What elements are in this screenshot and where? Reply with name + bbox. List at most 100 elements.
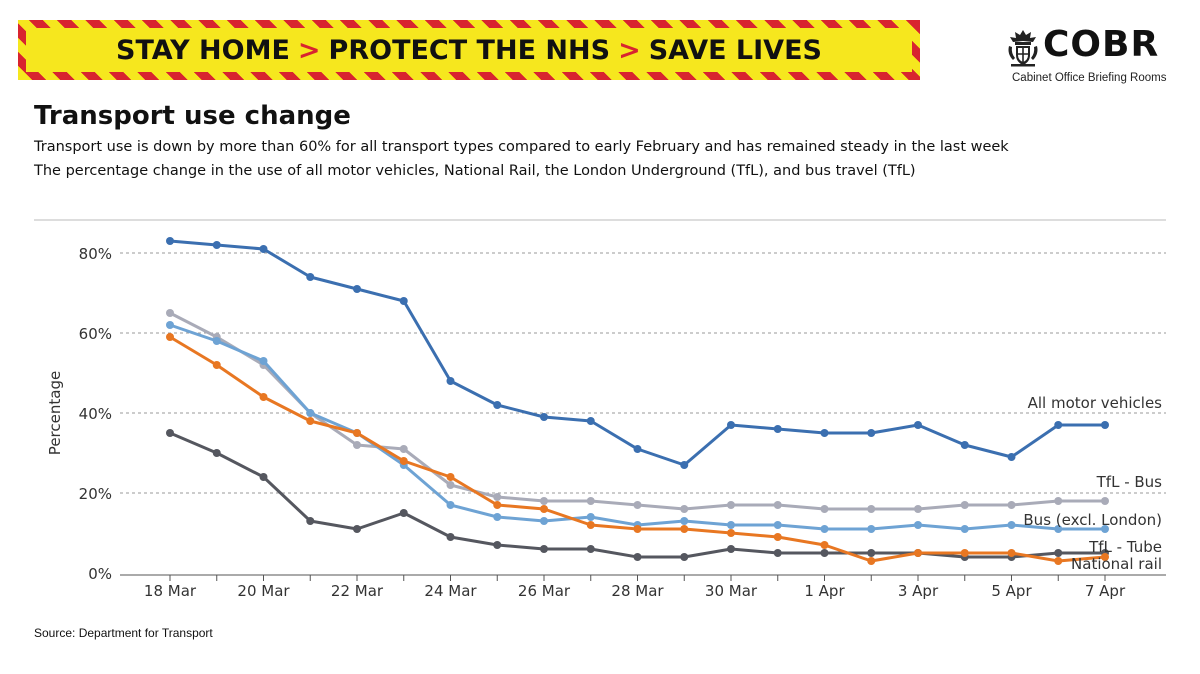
data-point	[540, 517, 548, 525]
data-point	[306, 273, 315, 281]
x-tick-label: 20 Mar	[237, 582, 290, 600]
logo-name: COBR	[1043, 24, 1160, 65]
royal-crest-icon	[1008, 30, 1038, 67]
series-label: All motor vehicles	[1028, 394, 1163, 412]
data-point	[727, 529, 735, 537]
data-point	[820, 429, 829, 437]
data-point	[820, 549, 829, 557]
x-tick-label: 3 Apr	[898, 582, 939, 600]
y-tick-label: 0%	[88, 565, 112, 583]
data-point	[166, 333, 174, 341]
data-point	[1054, 549, 1063, 557]
data-point	[820, 541, 829, 549]
data-point	[1101, 497, 1109, 505]
series-label: TfL - Bus	[1096, 473, 1163, 491]
slogan-save-lives: SAVE LIVES	[648, 34, 822, 66]
y-tick-label: 40%	[79, 405, 112, 423]
data-point	[820, 525, 829, 533]
data-point	[306, 417, 315, 425]
series-label: National rail	[1071, 555, 1162, 573]
data-point	[586, 521, 595, 529]
x-tick-label: 26 Mar	[518, 582, 571, 600]
data-point	[259, 245, 268, 253]
logo-subtitle: Cabinet Office Briefing Rooms	[1012, 72, 1167, 84]
data-point	[914, 549, 922, 557]
data-point	[540, 413, 548, 421]
data-point	[867, 549, 876, 557]
data-point	[166, 237, 174, 245]
data-point	[212, 449, 221, 457]
slogan-stay-home: STAY HOME	[116, 34, 290, 66]
data-point	[960, 501, 969, 509]
data-point	[166, 309, 174, 317]
x-tick-label: 18 Mar	[144, 582, 197, 600]
data-point	[680, 505, 689, 513]
data-point	[259, 473, 268, 481]
data-point	[914, 421, 922, 429]
data-point	[727, 501, 735, 509]
data-point	[867, 429, 876, 437]
x-tick-label: 1 Apr	[804, 582, 845, 600]
slogan-banner: STAY HOME > PROTECT THE NHS > SAVE LIVES	[18, 20, 920, 80]
data-point	[773, 533, 782, 541]
data-point	[353, 441, 361, 449]
data-point	[306, 517, 315, 525]
data-point	[446, 481, 455, 489]
data-point	[960, 525, 969, 533]
data-point	[727, 421, 735, 429]
chart-title: Transport use change	[34, 101, 351, 131]
transport-line-chart: 0% 20% 40% 60% 80% Percentage 18 Mar 20 Mar 22 M…	[34, 219, 1166, 600]
data-point	[493, 493, 502, 501]
data-point	[727, 521, 735, 529]
data-point	[960, 441, 969, 449]
data-point	[586, 513, 595, 521]
data-point	[773, 501, 782, 509]
data-point	[914, 521, 922, 529]
data-point	[633, 501, 642, 509]
data-point	[493, 501, 502, 509]
data-point	[680, 517, 689, 525]
data-point	[212, 337, 221, 345]
data-point	[867, 525, 876, 533]
x-tick-label: 7 Apr	[1085, 582, 1126, 600]
slogan-separator-1: >	[297, 34, 321, 66]
slogan-protect-nhs: PROTECT THE NHS	[328, 34, 611, 66]
data-point	[1054, 421, 1063, 429]
data-point	[820, 505, 829, 513]
x-tick-label: 24 Mar	[424, 582, 477, 600]
chart-subtitle-2: The percentage change in the use of all …	[34, 163, 916, 179]
data-point	[540, 497, 548, 505]
x-tick-label: 5 Apr	[991, 582, 1032, 600]
data-point	[1101, 421, 1109, 429]
data-point	[493, 541, 502, 549]
data-point	[212, 361, 221, 369]
data-point	[259, 357, 268, 365]
cobr-logo: COBR Cabinet Office Briefing Rooms	[1003, 24, 1183, 88]
data-point	[633, 525, 642, 533]
data-point	[353, 525, 361, 533]
data-point	[680, 461, 689, 469]
x-tick-label: 22 Mar	[331, 582, 384, 600]
data-point	[1101, 553, 1109, 561]
source-note: Source: Department for Transport	[34, 626, 213, 640]
data-point	[680, 553, 689, 561]
data-point	[540, 505, 548, 513]
data-point	[540, 545, 548, 553]
data-point	[1007, 501, 1016, 509]
data-point	[446, 377, 455, 385]
data-point	[1054, 557, 1063, 565]
series-line	[169, 323, 1105, 531]
y-tick-label: 20%	[79, 485, 112, 503]
data-point	[1101, 525, 1109, 533]
y-tick-label: 60%	[79, 325, 112, 343]
data-point	[493, 513, 502, 521]
data-point	[773, 425, 782, 433]
data-point	[586, 545, 595, 553]
data-point	[306, 409, 315, 417]
data-point	[960, 549, 969, 557]
data-point	[1007, 549, 1016, 557]
data-point	[680, 525, 689, 533]
data-point	[867, 557, 876, 565]
data-point	[493, 401, 502, 409]
data-point	[1007, 521, 1016, 529]
